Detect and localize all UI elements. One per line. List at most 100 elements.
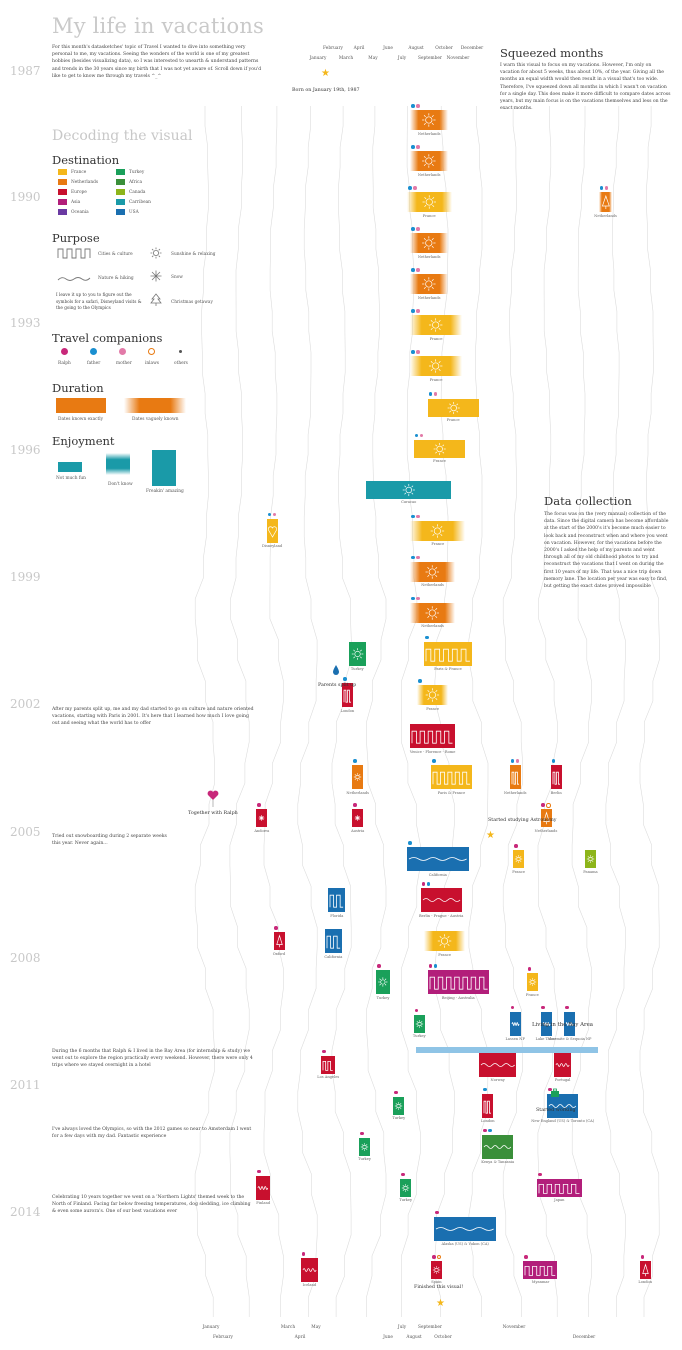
annotation-bayarea: Living in the Bay Area	[532, 1022, 593, 1028]
vacation-label: London	[480, 1119, 495, 1124]
note-2005: Tried out snowboarding during 2 separate…	[52, 834, 167, 847]
purpose-glyph	[601, 195, 610, 210]
vacation-glyph-svg	[511, 1021, 520, 1026]
companion-dot	[416, 145, 420, 149]
purpose-glyph	[555, 1062, 570, 1067]
vacation-glyph-svg	[322, 1060, 334, 1071]
destination-swatch	[58, 199, 67, 205]
companion-label: Ralph	[58, 361, 71, 366]
companion-dot	[483, 1128, 487, 1133]
month-label-bottom: March	[280, 1325, 296, 1330]
companion-dot	[267, 512, 272, 517]
vacation-bar	[540, 1011, 552, 1036]
month-gridline	[331, 106, 352, 1317]
purpose-glyph	[259, 815, 265, 821]
data-collection-text: The focus was on the (very manual) colle…	[544, 512, 669, 590]
astronomy-star-icon: ★	[486, 830, 495, 841]
legend-purpose-snow: Snow	[171, 275, 183, 280]
vacation-label: Los Angeles	[317, 1075, 340, 1080]
companion-dot	[416, 596, 420, 601]
companion-dot	[426, 882, 431, 886]
companion-dot	[257, 803, 261, 807]
vacation-bar	[410, 110, 449, 130]
companion-dot	[510, 759, 515, 763]
purpose-glyph	[422, 195, 436, 209]
purpose-glyph	[401, 1184, 410, 1192]
purpose-glyph	[351, 648, 364, 660]
vacation-bar	[430, 765, 472, 790]
vacation-glyph-svg	[542, 811, 550, 825]
companion-dot	[407, 841, 412, 845]
vacation-glyph-svg	[422, 195, 436, 209]
purpose-glyph	[415, 1019, 423, 1028]
vacation-label: Curacao	[401, 500, 417, 505]
companion-dot	[541, 803, 546, 807]
vacation-bar	[564, 1011, 576, 1036]
purpose-glyph	[514, 855, 523, 863]
companion-dot	[483, 1087, 487, 1092]
vacation-label: Paris & France	[434, 667, 462, 672]
annotation-working: Started working	[536, 1108, 576, 1113]
christmas-tree-icon	[150, 293, 162, 306]
vacation-bar	[328, 888, 346, 913]
enjoy-high-label: Freakin' amazing	[146, 489, 184, 494]
vacation-bar	[393, 1096, 405, 1115]
vacation-label: Kenya & Tanzania	[481, 1160, 515, 1165]
destination-label: France	[71, 169, 87, 175]
vacation-label: France	[525, 992, 539, 997]
vacation-label: Portugal	[554, 1078, 571, 1083]
enjoy-high-swatch	[152, 450, 176, 486]
year-label: 2002	[10, 697, 41, 711]
month-label-top: May	[368, 56, 378, 61]
vacation-bar	[537, 1178, 582, 1197]
companion-dot	[524, 1254, 528, 1259]
vacation-bar	[526, 973, 538, 992]
companion-dot	[411, 309, 415, 313]
vacation-glyph-svg	[565, 1021, 574, 1026]
vacation-glyph-svg	[601, 195, 610, 210]
vacation-label: France	[446, 418, 460, 422]
purpose-glyph	[511, 771, 519, 785]
companion-dot	[425, 635, 429, 640]
legend-purpose-sun: Sunshine & relaxing	[171, 252, 216, 257]
vacation-label: Turkey	[358, 1157, 371, 1162]
companion-dot	[599, 186, 604, 190]
purpose-glyph	[480, 1062, 515, 1067]
companion-dot	[433, 964, 438, 969]
sun-icon	[150, 247, 162, 259]
vacation-bar	[324, 929, 342, 954]
companion-dot	[411, 227, 415, 231]
vacation-label: Finland	[256, 1201, 271, 1206]
companion-dot	[418, 678, 422, 683]
vacation-glyph-svg	[395, 1101, 403, 1110]
vacation-glyph-svg	[429, 359, 443, 374]
vacation-label: Turkey	[376, 995, 390, 1000]
purpose-glyph	[429, 977, 488, 990]
vacation-label: Netherlands	[534, 828, 558, 833]
vacation-bar	[407, 847, 469, 872]
month-gridline	[434, 106, 455, 1317]
purpose-glyph	[360, 1142, 369, 1151]
vacation-glyph-svg	[351, 648, 364, 660]
month-gridline	[366, 106, 387, 1317]
vacation-label: France	[429, 377, 443, 382]
vacation-glyph-svg	[425, 688, 440, 702]
destination-label: USA	[129, 209, 139, 215]
vacation-label: Turkey	[399, 1198, 412, 1203]
note-2012: I've always loved the Olympics, so with …	[52, 1127, 252, 1140]
purpose-glyph	[641, 1263, 649, 1277]
vacation-bar	[482, 1093, 494, 1118]
vacation-bar	[585, 850, 596, 869]
month-label-bottom: October	[434, 1335, 452, 1340]
legend-enjoyment-title: Enjoyment	[52, 434, 115, 448]
vacation-bar	[550, 765, 562, 790]
month-label-top: January	[309, 56, 327, 61]
vacation-bar	[341, 683, 353, 707]
vacation-bar	[266, 518, 278, 543]
companion-dot	[411, 104, 415, 108]
month-label-bottom: January	[202, 1325, 220, 1330]
purpose-glyph	[586, 855, 595, 863]
companion-dot	[412, 186, 417, 190]
purpose-glyph	[353, 773, 362, 781]
purpose-glyph	[447, 401, 460, 414]
